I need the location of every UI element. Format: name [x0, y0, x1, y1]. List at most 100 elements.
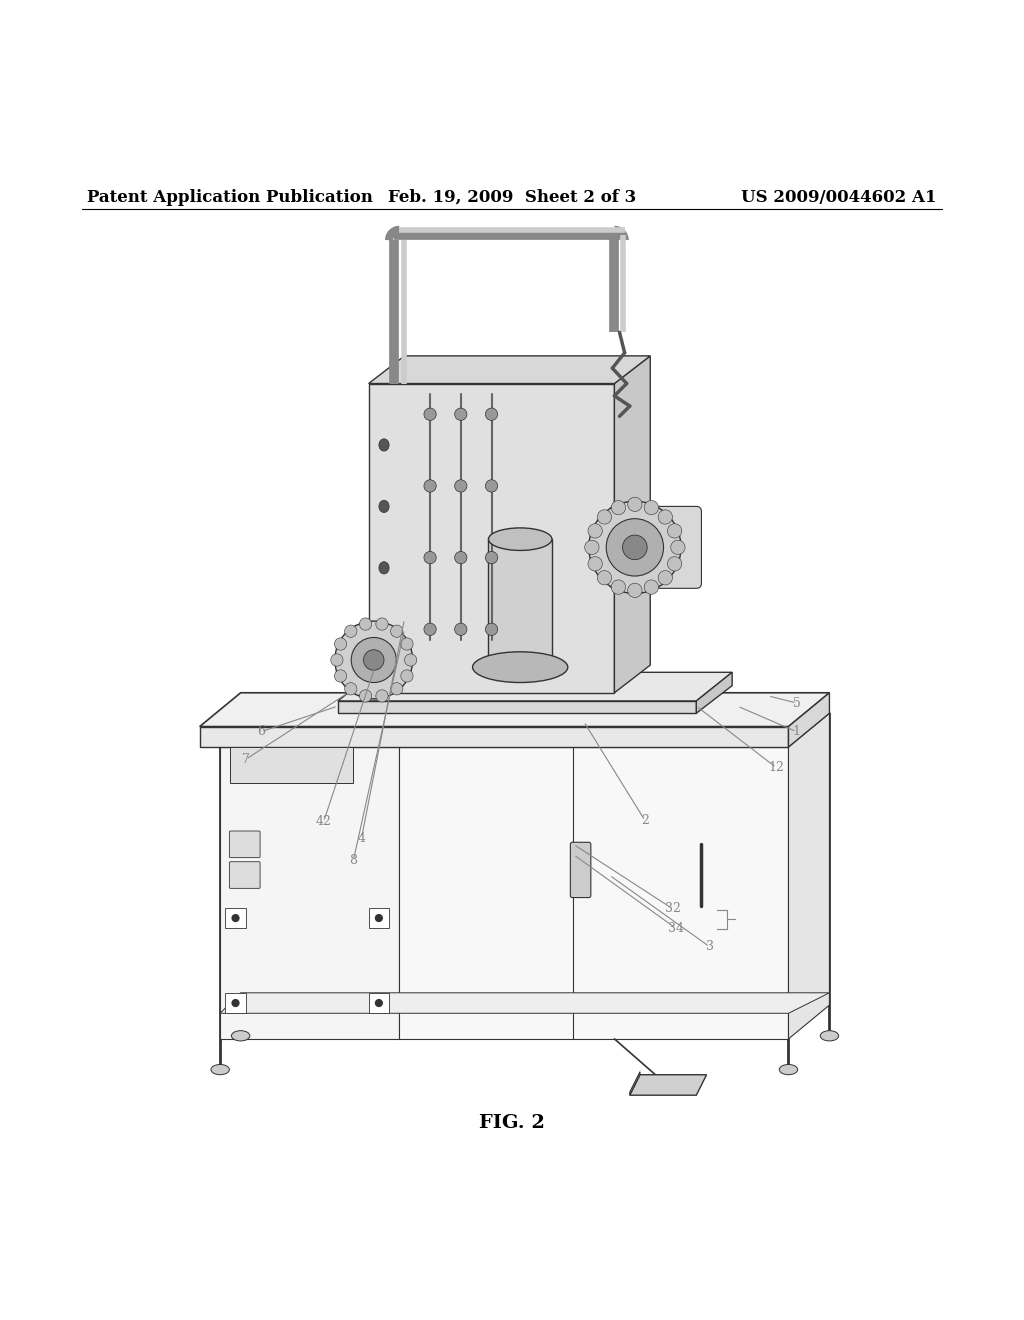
Polygon shape [230, 747, 353, 783]
Text: US 2009/0044602 A1: US 2009/0044602 A1 [741, 189, 937, 206]
Circle shape [345, 626, 357, 638]
Polygon shape [788, 713, 829, 1039]
Ellipse shape [379, 562, 389, 574]
Ellipse shape [820, 1031, 839, 1041]
Circle shape [644, 500, 658, 515]
FancyBboxPatch shape [229, 832, 260, 858]
Circle shape [455, 479, 467, 492]
Circle shape [597, 510, 611, 524]
Circle shape [671, 540, 685, 554]
Text: 34: 34 [668, 921, 684, 935]
Polygon shape [200, 693, 829, 726]
Circle shape [455, 552, 467, 564]
FancyBboxPatch shape [225, 993, 246, 1014]
Circle shape [611, 579, 626, 594]
Text: 32: 32 [665, 903, 681, 915]
Polygon shape [220, 747, 399, 1039]
Text: 3: 3 [706, 940, 714, 953]
Circle shape [375, 913, 383, 923]
Circle shape [485, 479, 498, 492]
Text: 42: 42 [315, 816, 332, 828]
Circle shape [331, 653, 343, 667]
Circle shape [359, 690, 372, 702]
Text: 2: 2 [641, 814, 649, 828]
Circle shape [231, 999, 240, 1007]
Circle shape [485, 552, 498, 564]
Polygon shape [630, 1074, 707, 1096]
FancyBboxPatch shape [570, 842, 591, 898]
Circle shape [424, 408, 436, 420]
Ellipse shape [379, 438, 389, 451]
Circle shape [588, 524, 602, 539]
Circle shape [351, 638, 396, 682]
Circle shape [628, 583, 642, 598]
Circle shape [424, 552, 436, 564]
Circle shape [485, 408, 498, 420]
FancyBboxPatch shape [488, 539, 552, 672]
Circle shape [606, 519, 664, 576]
Ellipse shape [488, 528, 552, 550]
Circle shape [400, 638, 413, 651]
Text: 5: 5 [793, 697, 801, 710]
Polygon shape [630, 1072, 640, 1096]
Circle shape [658, 570, 673, 585]
FancyBboxPatch shape [225, 908, 246, 928]
Polygon shape [614, 356, 650, 693]
Circle shape [455, 408, 467, 420]
Polygon shape [338, 672, 732, 701]
Circle shape [400, 669, 413, 682]
Text: 12: 12 [768, 762, 784, 774]
Circle shape [597, 570, 611, 585]
Circle shape [668, 524, 682, 539]
Circle shape [424, 479, 436, 492]
Circle shape [611, 500, 626, 515]
Text: 7: 7 [242, 752, 250, 766]
Polygon shape [369, 356, 650, 384]
Circle shape [628, 498, 642, 512]
Circle shape [424, 623, 436, 635]
Circle shape [589, 502, 681, 594]
Text: 6: 6 [257, 725, 265, 738]
Text: 1: 1 [793, 725, 801, 738]
Ellipse shape [779, 1064, 798, 1074]
Polygon shape [399, 747, 788, 1039]
Circle shape [623, 535, 647, 560]
Circle shape [390, 682, 402, 694]
Circle shape [588, 557, 602, 572]
Text: FIG. 2: FIG. 2 [479, 1114, 545, 1131]
Ellipse shape [379, 500, 389, 512]
Circle shape [345, 682, 357, 694]
Circle shape [455, 623, 467, 635]
Ellipse shape [211, 1064, 229, 1074]
Circle shape [375, 999, 383, 1007]
FancyBboxPatch shape [229, 862, 260, 888]
Circle shape [668, 557, 682, 572]
Polygon shape [788, 693, 829, 747]
FancyBboxPatch shape [369, 993, 389, 1014]
Polygon shape [220, 993, 829, 1014]
Circle shape [231, 913, 240, 923]
Polygon shape [200, 726, 788, 747]
Circle shape [644, 579, 658, 594]
Polygon shape [338, 701, 696, 713]
Circle shape [335, 669, 347, 682]
Circle shape [390, 626, 402, 638]
Ellipse shape [231, 1031, 250, 1041]
Text: 4: 4 [357, 832, 366, 845]
Polygon shape [696, 672, 732, 713]
Polygon shape [369, 384, 614, 693]
Ellipse shape [473, 652, 567, 682]
Text: Feb. 19, 2009  Sheet 2 of 3: Feb. 19, 2009 Sheet 2 of 3 [388, 189, 636, 206]
Ellipse shape [379, 623, 389, 635]
Circle shape [658, 510, 673, 524]
Text: Patent Application Publication: Patent Application Publication [87, 189, 373, 206]
Circle shape [364, 649, 384, 671]
Circle shape [404, 653, 417, 667]
FancyBboxPatch shape [369, 908, 389, 928]
Circle shape [585, 540, 599, 554]
FancyBboxPatch shape [609, 507, 701, 589]
Circle shape [485, 623, 498, 635]
Circle shape [376, 618, 388, 630]
Circle shape [376, 690, 388, 702]
Circle shape [335, 622, 413, 698]
